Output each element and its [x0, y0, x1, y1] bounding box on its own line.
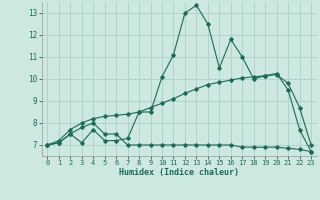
X-axis label: Humidex (Indice chaleur): Humidex (Indice chaleur): [119, 168, 239, 177]
